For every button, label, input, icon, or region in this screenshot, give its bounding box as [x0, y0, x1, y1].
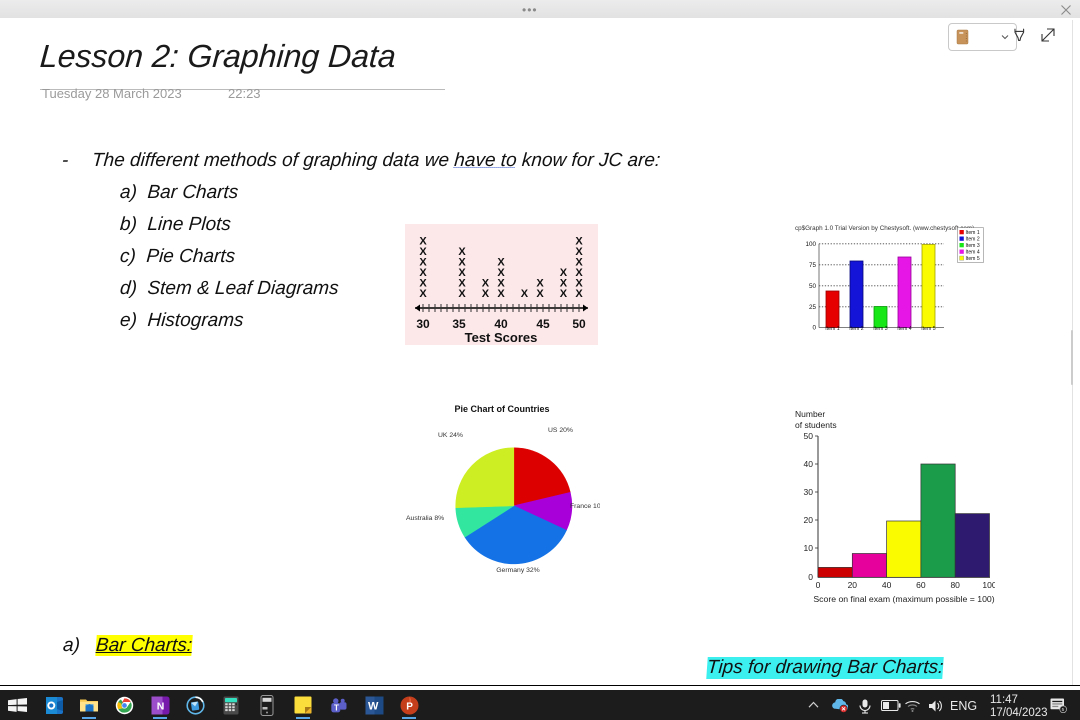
svg-text:50: 50 — [809, 283, 817, 290]
svg-text:35: 35 — [452, 317, 466, 331]
svg-text:X: X — [419, 257, 427, 269]
svg-text:X: X — [536, 288, 544, 300]
svg-text:X: X — [560, 267, 568, 279]
svg-text:France 10%: France 10% — [570, 503, 600, 510]
svg-text:X: X — [575, 288, 583, 300]
svg-text:50: 50 — [804, 431, 814, 441]
svg-text:Item 1: Item 1 — [825, 326, 840, 330]
svg-text:X: X — [458, 267, 466, 279]
svg-text:N: N — [156, 701, 164, 713]
svg-text:X: X — [575, 236, 583, 248]
svg-text:X: X — [458, 288, 466, 300]
svg-text:Item 5: Item 5 — [921, 326, 936, 330]
svg-text:100: 100 — [805, 241, 816, 248]
svg-text:X: X — [458, 278, 466, 290]
svg-text:W: W — [368, 701, 379, 713]
svg-text:X: X — [419, 278, 427, 290]
svg-text:P: P — [407, 701, 414, 712]
svg-text:Item 4: Item 4 — [966, 249, 980, 255]
svg-text:Item 1: Item 1 — [966, 230, 980, 236]
svg-text:10: 10 — [804, 543, 814, 553]
svg-text:X: X — [458, 257, 466, 269]
svg-text:X: X — [419, 267, 427, 279]
svg-text:45: 45 — [536, 317, 550, 331]
svg-text:Number: Number — [795, 409, 825, 419]
svg-text:X: X — [521, 288, 529, 300]
svg-text:0: 0 — [812, 325, 816, 331]
svg-text:30: 30 — [804, 487, 814, 497]
svg-text:25: 25 — [809, 304, 817, 311]
svg-text:T: T — [334, 703, 339, 712]
svg-text:30: 30 — [416, 317, 430, 331]
svg-text:50: 50 — [572, 317, 586, 331]
svg-text:75: 75 — [809, 262, 817, 269]
svg-text:X: X — [560, 278, 568, 290]
svg-text:X: X — [419, 288, 427, 300]
svg-text:X: X — [497, 257, 505, 269]
svg-text:UK 24%: UK 24% — [438, 432, 463, 439]
svg-text:40: 40 — [804, 459, 814, 469]
svg-text:Item 2: Item 2 — [966, 236, 980, 242]
svg-text:X: X — [575, 246, 583, 258]
svg-text:cp$Graph 1.0 Trial Version by: cp$Graph 1.0 Trial Version by Chestysoft… — [795, 225, 974, 232]
svg-text:X: X — [419, 246, 427, 258]
svg-text:X: X — [497, 288, 505, 300]
svg-text:40: 40 — [494, 317, 508, 331]
svg-text:20: 20 — [804, 515, 814, 525]
svg-text:X: X — [419, 236, 427, 248]
svg-text:X: X — [575, 278, 583, 290]
svg-text:5: 5 — [1062, 707, 1065, 712]
svg-text:Item 2: Item 2 — [849, 326, 864, 330]
svg-text:X: X — [575, 257, 583, 269]
svg-text:X: X — [482, 278, 490, 290]
svg-text:100: 100 — [982, 580, 995, 590]
svg-text:Item 4: Item 4 — [897, 326, 912, 330]
svg-text:Score on final exam (maximum p: Score on final exam (maximum possible = … — [813, 594, 994, 604]
svg-text:60: 60 — [916, 580, 926, 590]
svg-text:of students: of students — [795, 420, 837, 430]
svg-text:0: 0 — [808, 572, 813, 582]
svg-text:Germany 32%: Germany 32% — [496, 567, 539, 574]
svg-text:X: X — [575, 267, 583, 279]
svg-text:Test Scores: Test Scores — [465, 330, 538, 345]
svg-text:20: 20 — [848, 580, 858, 590]
svg-text:X: X — [482, 288, 490, 300]
svg-text:Pie Chart of Countries: Pie Chart of Countries — [454, 404, 549, 414]
svg-text:X: X — [497, 267, 505, 279]
svg-text:X: X — [497, 278, 505, 290]
svg-text:40: 40 — [882, 580, 892, 590]
svg-text:Item 5: Item 5 — [966, 256, 980, 262]
svg-text:US 20%: US 20% — [548, 427, 573, 434]
svg-text:X: X — [458, 246, 466, 258]
svg-text:Australia 8%: Australia 8% — [406, 515, 444, 522]
svg-text:X: X — [536, 278, 544, 290]
svg-text:X: X — [560, 288, 568, 300]
svg-text:Item 3: Item 3 — [873, 326, 888, 330]
svg-text:0: 0 — [816, 580, 821, 590]
svg-text:80: 80 — [950, 580, 960, 590]
svg-text:Item 3: Item 3 — [966, 243, 980, 249]
